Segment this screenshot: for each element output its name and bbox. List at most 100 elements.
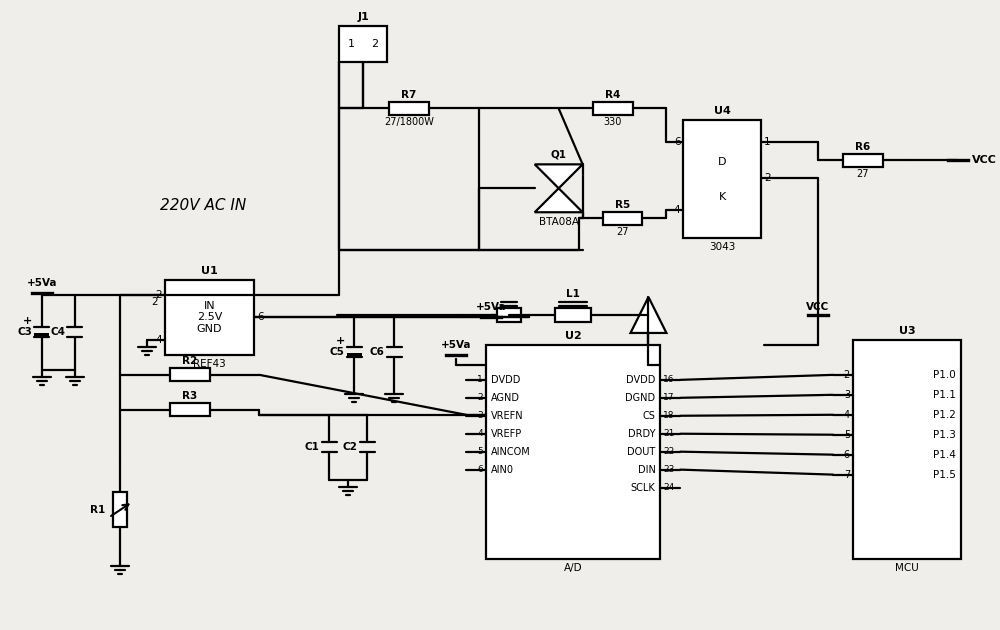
Text: AGND: AGND bbox=[491, 392, 520, 403]
Text: AIN0: AIN0 bbox=[491, 465, 514, 474]
Text: 27/1800W: 27/1800W bbox=[384, 117, 434, 127]
Text: A/D: A/D bbox=[564, 563, 582, 573]
Bar bbox=[486, 345, 660, 559]
Text: 24: 24 bbox=[663, 483, 675, 492]
Bar bbox=[593, 102, 633, 115]
Text: P1.0: P1.0 bbox=[933, 370, 956, 380]
Text: P1.4: P1.4 bbox=[933, 450, 956, 460]
Text: 6: 6 bbox=[844, 450, 850, 460]
Bar bbox=[853, 340, 961, 559]
Text: 3: 3 bbox=[844, 390, 850, 400]
Text: 16: 16 bbox=[663, 375, 675, 384]
Text: AINCOM: AINCOM bbox=[491, 447, 531, 457]
Text: CS: CS bbox=[643, 411, 655, 421]
Text: 2: 2 bbox=[844, 370, 850, 380]
Text: 4: 4 bbox=[477, 429, 483, 438]
Bar bbox=[389, 102, 429, 115]
Text: 3: 3 bbox=[477, 411, 483, 420]
Text: IN
2.5V
GND: IN 2.5V GND bbox=[197, 301, 222, 334]
Text: 220V AC IN: 220V AC IN bbox=[160, 198, 246, 213]
Text: R6: R6 bbox=[855, 142, 871, 152]
Text: 2: 2 bbox=[151, 297, 158, 307]
Bar bbox=[170, 369, 210, 381]
Text: VREFN: VREFN bbox=[491, 411, 523, 421]
Bar bbox=[170, 403, 210, 416]
Text: +: + bbox=[23, 316, 32, 326]
Bar bbox=[603, 212, 642, 225]
Text: C6: C6 bbox=[370, 347, 385, 357]
Text: L1: L1 bbox=[566, 289, 580, 299]
Text: SCLK: SCLK bbox=[631, 483, 655, 493]
Text: 1: 1 bbox=[348, 38, 355, 49]
Text: 21: 21 bbox=[663, 429, 675, 438]
Bar bbox=[555, 308, 591, 322]
Text: P1.1: P1.1 bbox=[933, 390, 956, 400]
Text: VCC: VCC bbox=[972, 156, 997, 165]
Text: P1.3: P1.3 bbox=[933, 430, 956, 440]
Text: 2: 2 bbox=[764, 173, 771, 183]
Polygon shape bbox=[631, 297, 666, 333]
Text: DIN: DIN bbox=[638, 465, 655, 474]
Text: 27: 27 bbox=[857, 169, 869, 179]
Text: R2: R2 bbox=[182, 357, 197, 367]
Text: U4: U4 bbox=[714, 106, 731, 117]
Bar bbox=[339, 26, 387, 62]
Text: 18: 18 bbox=[663, 411, 675, 420]
Text: J1: J1 bbox=[357, 12, 369, 21]
Text: DGND: DGND bbox=[625, 392, 655, 403]
Text: 27: 27 bbox=[616, 227, 629, 237]
Text: U3: U3 bbox=[899, 326, 915, 336]
Text: 6: 6 bbox=[257, 312, 264, 323]
Text: +5Va: +5Va bbox=[441, 340, 471, 350]
Bar bbox=[34, 333, 49, 338]
Text: 5: 5 bbox=[844, 430, 850, 440]
Text: 1: 1 bbox=[477, 375, 483, 384]
Text: 7: 7 bbox=[844, 469, 850, 479]
Text: 4: 4 bbox=[844, 410, 850, 420]
Text: REF43: REF43 bbox=[193, 359, 226, 369]
Text: R4: R4 bbox=[605, 90, 620, 100]
Polygon shape bbox=[535, 188, 583, 212]
Text: 2: 2 bbox=[155, 290, 162, 300]
Text: +5Va: +5Va bbox=[27, 278, 57, 288]
Text: C1: C1 bbox=[305, 442, 320, 452]
Text: 6: 6 bbox=[674, 137, 680, 147]
Bar bbox=[497, 308, 521, 322]
Text: VCC: VCC bbox=[806, 302, 830, 312]
Text: DVDD: DVDD bbox=[626, 375, 655, 385]
Text: D


K: D K bbox=[718, 157, 727, 202]
Text: 2: 2 bbox=[372, 38, 379, 49]
Text: 22: 22 bbox=[663, 447, 675, 456]
Text: VREFP: VREFP bbox=[491, 429, 522, 438]
Polygon shape bbox=[535, 164, 583, 188]
Text: 6: 6 bbox=[477, 465, 483, 474]
Text: 330: 330 bbox=[603, 117, 622, 127]
Text: C4: C4 bbox=[50, 328, 65, 338]
Text: 4: 4 bbox=[674, 205, 680, 215]
Text: 2: 2 bbox=[477, 393, 483, 403]
Text: R3: R3 bbox=[182, 391, 197, 401]
Text: BTA08A: BTA08A bbox=[539, 217, 579, 227]
Text: U2: U2 bbox=[565, 331, 582, 341]
Text: R5: R5 bbox=[615, 200, 630, 210]
Text: C3: C3 bbox=[18, 328, 32, 338]
Text: DOUT: DOUT bbox=[627, 447, 655, 457]
Text: R1: R1 bbox=[90, 505, 105, 515]
Text: 3043: 3043 bbox=[709, 242, 735, 252]
Bar bbox=[843, 154, 883, 167]
Text: 5: 5 bbox=[477, 447, 483, 456]
Text: 17: 17 bbox=[663, 393, 675, 403]
Text: DRDY: DRDY bbox=[628, 429, 655, 438]
Text: MCU: MCU bbox=[895, 563, 919, 573]
Text: P1.2: P1.2 bbox=[933, 410, 956, 420]
Text: DVDD: DVDD bbox=[491, 375, 520, 385]
Text: P1.5: P1.5 bbox=[933, 469, 956, 479]
Bar bbox=[165, 280, 254, 355]
Text: C2: C2 bbox=[343, 442, 358, 452]
Text: C5: C5 bbox=[330, 347, 345, 357]
Text: +5Va: +5Va bbox=[476, 302, 506, 312]
Text: 1: 1 bbox=[764, 137, 771, 147]
Bar bbox=[683, 120, 761, 238]
Text: Q1: Q1 bbox=[551, 149, 567, 159]
Text: R7: R7 bbox=[401, 90, 417, 100]
